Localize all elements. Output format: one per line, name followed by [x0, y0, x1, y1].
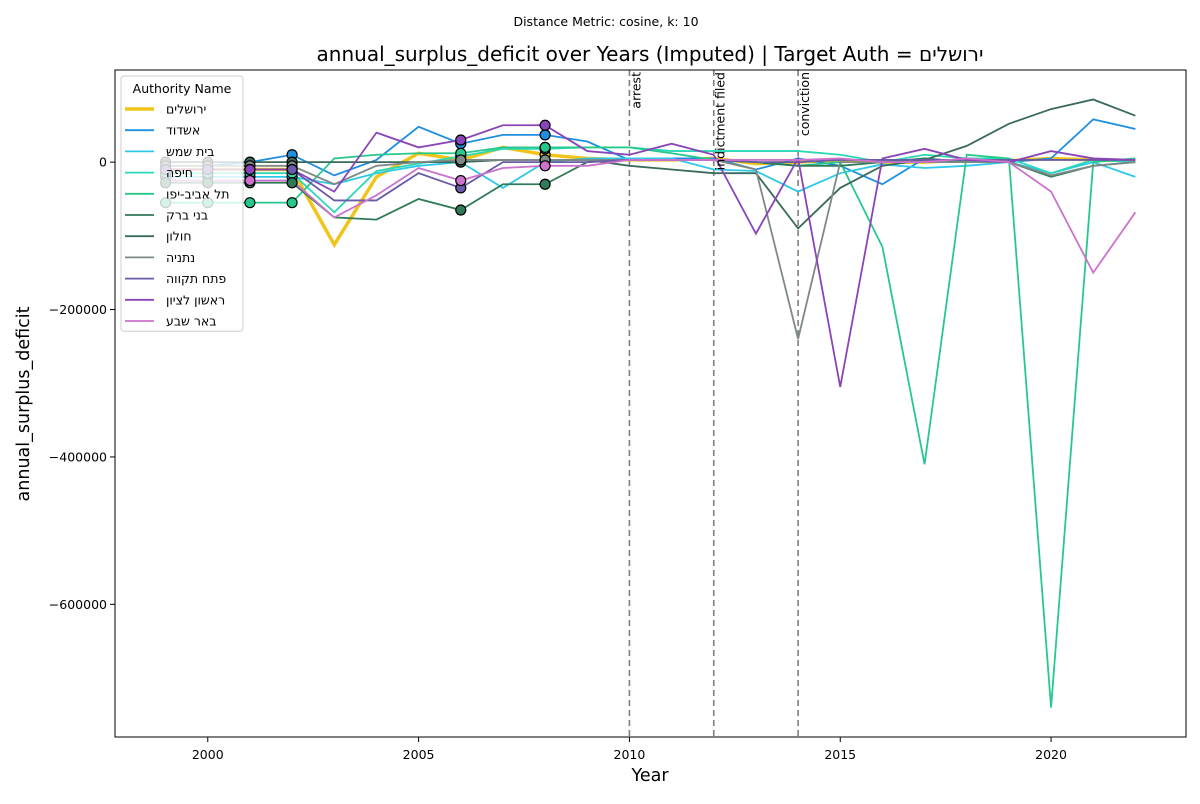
legend-box — [120, 75, 244, 332]
x-axis-label: Year — [630, 766, 669, 786]
imputed-point-9-2006 — [455, 134, 467, 146]
imputed-point-5-2008 — [539, 178, 551, 190]
legend-label-3: חיפה — [166, 165, 193, 180]
legend-label-8: פתח תקווה — [166, 271, 226, 286]
y-axis-label: annual_surplus_deficit — [14, 306, 34, 501]
axes-frame — [114, 69, 1187, 738]
legend-label-1: אשדוד — [166, 123, 200, 138]
series-line-2 — [165, 157, 1136, 193]
legend-label-9: ראשון לציון — [166, 292, 225, 307]
legend-label-4: תל אביב-יפו — [166, 186, 229, 201]
x-tick-label-4: 2020 — [1035, 747, 1067, 762]
series-line-10 — [165, 157, 1137, 275]
imputed-point-7-2006 — [455, 154, 467, 166]
y-tick-label-1: −200000 — [49, 302, 107, 317]
imputed-point-4-2008 — [539, 141, 551, 153]
imputed-point-9-2008 — [539, 119, 551, 131]
legend-label-10: באר שבע — [166, 314, 217, 329]
imputed-point-4-2001 — [244, 197, 256, 209]
x-tick-label-0: 2000 — [192, 747, 224, 762]
y-axis: 0 −200000 −400000 −600000 — [49, 155, 115, 612]
legend: Authority Name ירושלים אשדוד בית שמש חיפה תל … — [120, 75, 244, 332]
series-line-7 — [165, 159, 1136, 340]
y-tick-label-2: −400000 — [49, 449, 107, 464]
event-label-0: arrest — [628, 72, 643, 109]
legend-label-0: ירושלים — [166, 102, 206, 117]
x-tick-label-2: 2010 — [614, 747, 646, 762]
x-tick-label-3: 2015 — [824, 747, 856, 762]
event-label-2: conviction — [797, 72, 812, 136]
plot-area — [159, 70, 1137, 737]
series-line-4 — [165, 146, 1136, 708]
series-line-9 — [165, 124, 1136, 388]
series-line-6 — [165, 98, 1136, 230]
y-tick-label-0: 0 — [99, 155, 107, 170]
legend-label-5: בני ברק — [166, 208, 208, 223]
legend-label-2: בית שמש — [166, 144, 214, 159]
imputed-point-8-2002 — [286, 163, 298, 176]
x-axis: 2000 2005 2010 2015 2020 — [192, 737, 1067, 762]
y-tick-label-3: −600000 — [49, 597, 107, 612]
imputed-point-5-2006 — [455, 204, 467, 216]
imputed-point-4-2002 — [286, 197, 298, 209]
imputed-point-10-2001 — [244, 174, 256, 187]
imputed-point-1-2008 — [539, 129, 551, 141]
imputed-point-9-2001 — [244, 163, 256, 176]
imputed-point-5-2002 — [286, 177, 298, 189]
figure-suptitle: Distance Metric: cosine, k: 10 — [513, 14, 698, 29]
legend-title: Authority Name — [133, 81, 232, 96]
chart-title: annual_surplus_deficit over Years (Imput… — [317, 42, 984, 66]
legend-label-6: חולון — [166, 229, 192, 244]
imputed-point-10-2008 — [539, 160, 551, 172]
legend-label-7: נתניה — [166, 250, 195, 265]
imputed-point-10-2006 — [455, 174, 467, 187]
event-label-1: indictment filed — [713, 72, 728, 170]
x-tick-label-1: 2005 — [403, 747, 435, 762]
